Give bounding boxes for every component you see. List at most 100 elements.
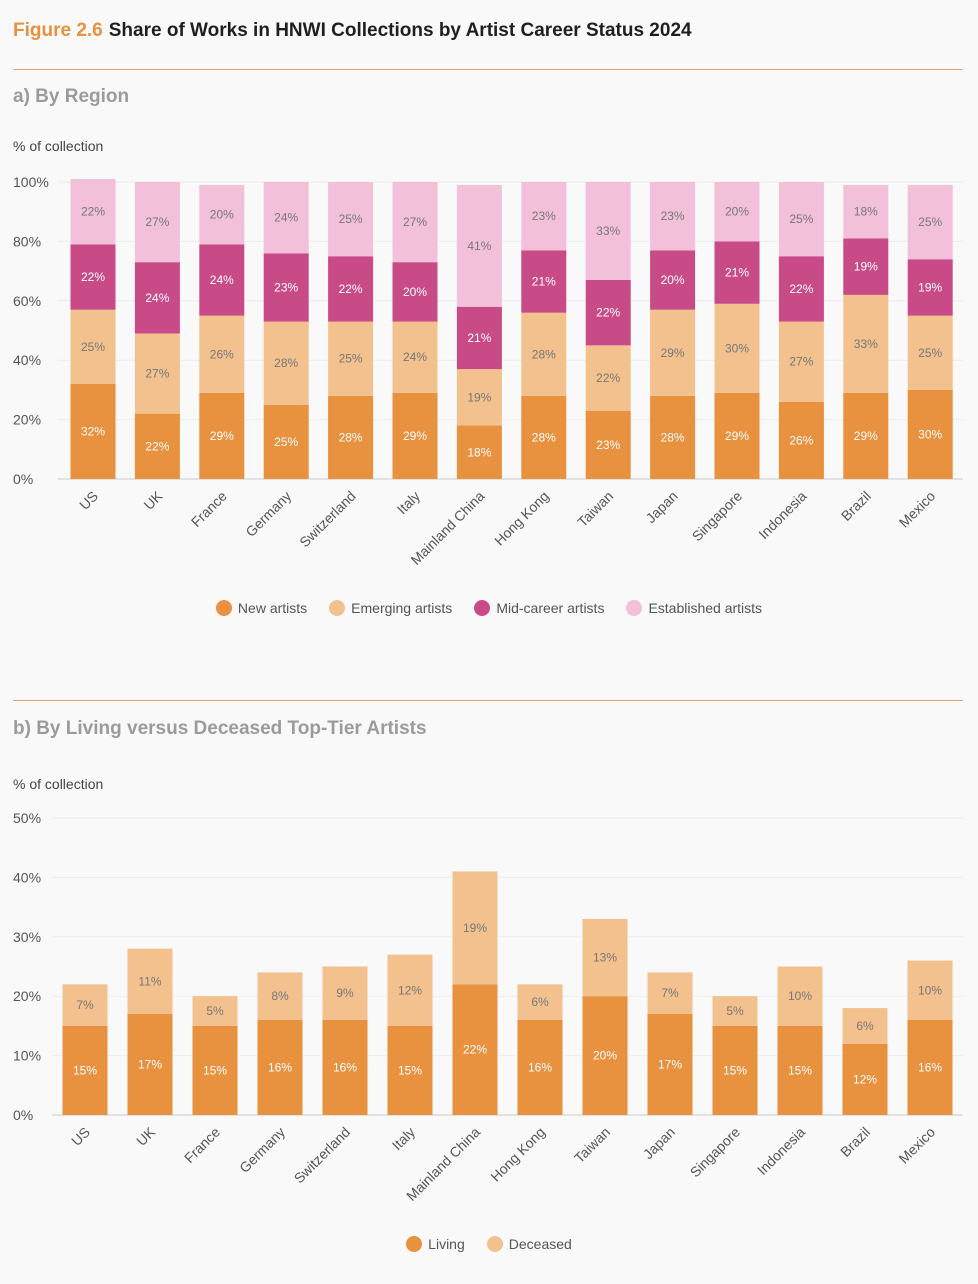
chart-b-bar-uk-living [127,1014,173,1115]
chart-b-category-label: France [181,1124,223,1166]
chart-a-bar-france-new-artists [199,392,245,479]
chart-a-data-label: 41% [467,239,491,253]
chart-b-category-label: Brazil [837,1124,873,1160]
chart-a-data-label: 25% [339,212,363,226]
chart-b-data-label: 10% [788,989,812,1003]
chart-b-data-label: 20% [593,1049,617,1063]
chart-b-bar-us-deceased [62,984,108,1026]
chart-a-bar-hong-kong-established-artists [521,182,567,251]
chart-b-ylabel: % of collection [13,776,104,792]
chart-a-bar-singapore-emerging-artists [714,303,760,393]
chart-b-legend-swatch [406,1236,423,1252]
chart-b-bar-france-deceased [192,996,238,1026]
chart-b-data-label: 15% [73,1063,97,1077]
chart-a-bar-taiwan-established-artists [585,182,631,281]
chart-b-category-label: Italy [389,1124,418,1153]
chart-b-category-label: UK [133,1123,159,1149]
chart-b-bar-mexico-living [907,1019,953,1115]
chart-a-bar-singapore-mid-career-artists [714,241,760,304]
chart-b-bar-indonesia-living [777,1025,823,1115]
chart-b-title: b) By Living versus Deceased Top-Tier Ar… [13,718,427,739]
chart-a-legend-label: New artists [237,600,308,616]
chart-a-ylabel: % of collection [13,138,104,154]
chart-b-data-label: 5% [206,1004,224,1018]
chart-b-bar-hong-kong-living [517,1019,563,1115]
chart-b-bar-switzerland-living [322,1019,368,1115]
chart-b-category-label: Hong Kong [487,1124,548,1185]
chart-a-bar-germany-mid-career-artists [263,253,309,322]
chart-a-bar-france-mid-career-artists [199,244,245,316]
chart-a-bar-us-new-artists [70,383,116,479]
chart-b-data-label: 22% [463,1043,487,1057]
chart-a-data-label: 23% [532,209,556,223]
chart-b-ytick-label: 20% [13,988,41,1004]
chart-b-ytick-label: 30% [13,929,41,945]
chart-a-bar-germany-emerging-artists [263,321,309,405]
chart-b-bar-italy-deceased [387,954,433,1026]
chart-b-category-label: Switzerland [291,1124,353,1186]
chart-a-data-label: 25% [918,215,942,229]
chart-b-data-label: 16% [918,1060,942,1074]
chart-a-legend-item-emerging-artists: Emerging artists [329,600,452,616]
chart-a-data-label: 22% [339,282,363,296]
chart-a-data-label: 28% [339,430,363,444]
chart-b-living-deceased: 0% 10% 20% 30% 40% 50% 15% 7% US 17% 11% UK 15% 5% Fra… [13,810,963,1204]
chart-a-data-label: 33% [854,337,878,351]
chart-b-ytick-label: 40% [13,869,41,885]
chart-b-data-label: 12% [853,1072,877,1086]
chart-b-bar-hong-kong-deceased [517,984,563,1020]
chart-a-bar-mainland-china-established-artists [456,184,502,307]
chart-a-data-label: 25% [918,346,942,360]
chart-a-data-label: 22% [81,270,105,284]
chart-a-legend: New artists Emerging artists Mid-career ar… [0,600,978,616]
chart-a-data-label: 20% [403,285,427,299]
chart-b-data-label: 16% [268,1060,292,1074]
chart-a-data-label: 18% [467,445,491,459]
chart-a-bar-us-established-artists [70,179,116,245]
chart-a-data-label: 24% [274,211,298,225]
chart-a-data-label: 20% [725,205,749,219]
chart-b-ytick-label: 50% [13,810,41,826]
chart-a-data-label: 23% [661,209,685,223]
chart-a-ytick-label: 100% [13,174,49,190]
chart-a-ytick-label: 0% [13,471,33,487]
chart-a-bar-uk-new-artists [134,413,180,479]
chart-a-bar-switzerland-established-artists [328,182,374,257]
chart-b-legend-item-deceased: Deceased [486,1236,572,1252]
chart-a-legend-swatch [474,600,491,616]
chart-a-region: 0%20%40%60%80%100%32%25%22%22%US22%27%24… [13,174,963,568]
chart-b-bar-indonesia-deceased [777,966,823,1026]
chart-a-legend-swatch [626,600,643,616]
chart-a-data-label: 28% [274,356,298,370]
chart-a-data-label: 27% [145,215,169,229]
chart-b-ytick-label: 0% [13,1107,33,1123]
chart-b-bar-italy-living [387,1025,433,1115]
chart-b-legend-label: Deceased [508,1236,572,1252]
figure-title: Figure 2.6 Share of Works in HNWI Collect… [13,20,692,42]
chart-b-bar-us-living [62,1025,108,1115]
chart-b-category-label: Indonesia [754,1124,808,1178]
chart-a-bar-uk-established-artists [134,182,180,263]
chart-a-data-label: 19% [854,260,878,274]
chart-b-data-label: 16% [528,1060,552,1074]
chart-a-data-label: 20% [210,208,234,222]
chart-a-bar-italy-mid-career-artists [392,262,438,322]
chart-b-category-label: Japan [640,1124,678,1162]
chart-a-data-label: 27% [145,367,169,381]
chart-b-data-label: 19% [463,921,487,935]
figure-label: Figure 2.6 [13,20,103,41]
chart-b-bar-uk-deceased [127,948,173,1015]
chart-a-data-label: 22% [145,439,169,453]
chart-a-data-label: 27% [789,355,813,369]
chart-a-bar-us-emerging-artists [70,309,116,384]
chart-a-data-label: 20% [661,273,685,287]
chart-a-bar-brazil-emerging-artists [843,294,889,393]
chart-a-data-label: 24% [210,273,234,287]
chart-b-bar-taiwan-living [582,996,628,1115]
chart-a-data-label: 24% [145,291,169,305]
chart-a-data-label: 32% [81,424,105,438]
chart-b-category-label: Mexico [895,1124,938,1167]
chart-b-data-label: 6% [531,995,549,1009]
chart-a-data-label: 30% [918,427,942,441]
chart-a-data-label: 23% [274,280,298,294]
